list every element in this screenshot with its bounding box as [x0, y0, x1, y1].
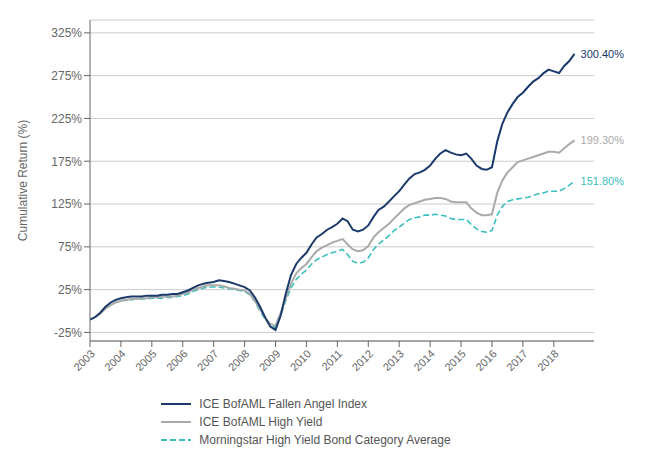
svg-text:2007: 2007 [195, 347, 221, 373]
svg-text:2009: 2009 [257, 347, 283, 373]
svg-text:2015: 2015 [442, 347, 468, 373]
svg-text:2010: 2010 [288, 347, 314, 373]
svg-text:2004: 2004 [102, 347, 128, 373]
svg-text:199.30%: 199.30% [581, 134, 625, 146]
svg-text:300.40%: 300.40% [581, 48, 625, 60]
svg-text:2012: 2012 [349, 347, 375, 373]
svg-text:2016: 2016 [473, 347, 499, 373]
svg-text:Cumulative Return (%): Cumulative Return (%) [16, 120, 30, 241]
svg-text:225%: 225% [51, 112, 82, 126]
svg-text:2005: 2005 [133, 347, 159, 373]
svg-text:2014: 2014 [411, 347, 437, 373]
svg-text:325%: 325% [51, 26, 82, 40]
svg-text:-25%: -25% [54, 326, 82, 340]
svg-text:175%: 175% [51, 155, 82, 169]
svg-text:2018: 2018 [535, 347, 561, 373]
svg-text:75%: 75% [58, 240, 82, 254]
svg-text:275%: 275% [51, 69, 82, 83]
html-text:ICE BofAML Fallen Angel Index: ICE BofAML Fallen Angel Index [199, 397, 367, 411]
svg-text:2006: 2006 [164, 347, 190, 373]
svg-text:2011: 2011 [319, 347, 344, 372]
svg-text:151.80%: 151.80% [581, 175, 625, 187]
svg-text:2017: 2017 [504, 347, 530, 373]
svg-text:2008: 2008 [226, 347, 252, 373]
svg-text:125%: 125% [51, 197, 82, 211]
svg-text:25%: 25% [58, 283, 82, 297]
html-text:ICE BofAML High Yield: ICE BofAML High Yield [199, 415, 323, 429]
svg-text:2013: 2013 [380, 347, 406, 373]
svg-text:2003: 2003 [71, 347, 97, 373]
html-text:Morningstar High Yield Bond Ca: Morningstar High Yield Bond Category Ave… [199, 433, 451, 447]
